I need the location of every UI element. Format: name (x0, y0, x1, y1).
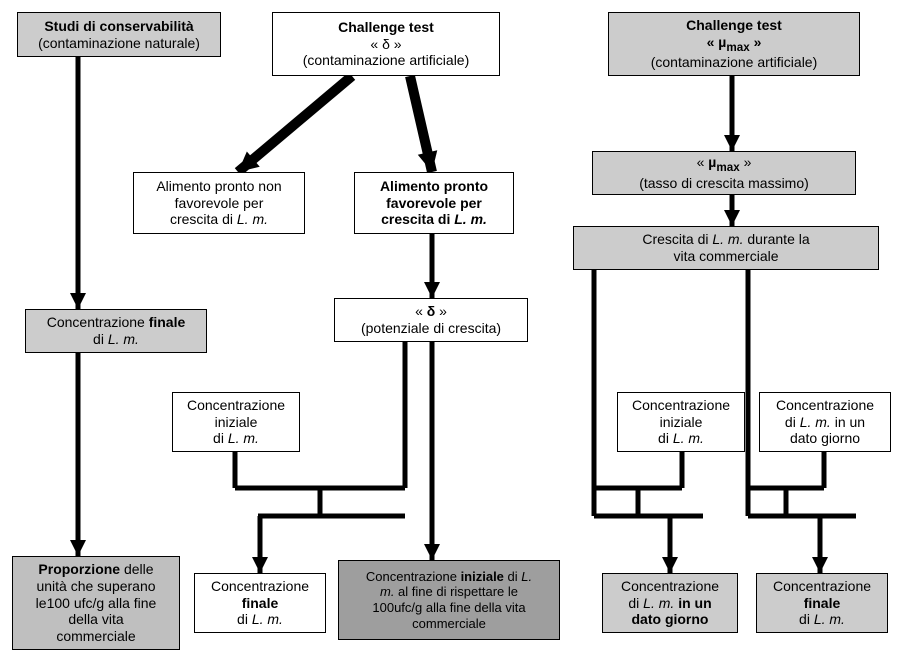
box-delta_pot-l2: (potenziale di crescita) (361, 320, 501, 337)
box-alim_fav-l2: favorevole per (386, 195, 482, 212)
box-conc_fin_lm-l1: Concentrazione finale (47, 314, 186, 331)
box-conc_dato2-l1: Concentrazione (621, 578, 719, 595)
box-conc_iniz2: Concentrazioneinizialedi L. m. (617, 392, 745, 452)
box-proporzione-l1: Proporzione delle (38, 561, 153, 578)
box-conc_finale3-l2: finale (804, 595, 841, 612)
box-proporzione: Proporzione delleunità che superanole100… (12, 556, 180, 650)
box-conc_finale2-l3: di L. m. (237, 611, 283, 628)
box-conc_fin_lm: Concentrazione finaledi L. m. (25, 309, 207, 353)
box-chal_mumax-l1: Challenge test (686, 17, 782, 34)
box-conc_dato-l2: di L. m. in un (785, 414, 865, 431)
box-chal_delta-l1: Challenge test (338, 19, 434, 36)
box-chal_delta: Challenge test« δ »(contaminazione artif… (272, 12, 500, 76)
box-conc_finale3-l1: Concentrazione (773, 578, 871, 595)
box-conc_dato-l1: Concentrazione (776, 397, 874, 414)
box-conc_iniz2-l3: di L. m. (658, 430, 704, 447)
box-conc_dato-l3: dato giorno (790, 430, 860, 447)
box-conc_iniz1-l1: Concentrazione (187, 397, 285, 414)
box-conc_iniz_big-l4: commerciale (412, 616, 486, 632)
box-conc_iniz_big-l3: 100ufc/g alla fine della vita (372, 600, 525, 616)
box-conc_finale2-l1: Concentrazione (211, 578, 309, 595)
box-conc_dato2-l2: di L. m. in un (628, 595, 711, 612)
box-chal_mumax-l3: (contaminazione artificiale) (651, 54, 818, 71)
box-conc_fin_lm-l2: di L. m. (93, 331, 139, 348)
box-studi: Studi di conservabilità(contaminazione n… (17, 12, 221, 57)
box-alim_fav: Alimento prontofavorevole percrescita di… (354, 172, 514, 234)
box-conc_finale3-l3: di L. m. (799, 611, 845, 628)
box-conc_finale3: Concentrazionefinaledi L. m. (756, 573, 888, 633)
box-chal_delta-l3: (contaminazione artificiale) (303, 52, 470, 69)
box-conc_iniz_big-l1: Concentrazione iniziale di L. (366, 569, 532, 585)
box-mumax_rate-l1: « µmax » (697, 154, 752, 175)
box-alim_non: Alimento pronto nonfavorevole percrescit… (133, 172, 305, 234)
box-conc_iniz1: Concentrazioneinizialedi L. m. (172, 392, 300, 452)
box-proporzione-l2: unità che superano (36, 578, 155, 595)
box-studi-l1: Studi di conservabilità (44, 18, 193, 35)
box-alim_non-l3: crescita di L. m. (170, 211, 268, 228)
box-proporzione-l4: della vita (68, 611, 123, 628)
box-studi-l2: (contaminazione naturale) (38, 35, 200, 52)
box-alim_non-l2: favorevole per (175, 195, 264, 212)
box-conc_dato2: Concentrazionedi L. m. in undato giorno (602, 573, 738, 633)
box-conc_iniz_big-l2: m. al fine di rispettare le (380, 584, 518, 600)
box-mumax_rate-l2: (tasso di crescita massimo) (639, 175, 809, 192)
flowchart-stage: Studi di conservabilità(contaminazione n… (0, 0, 909, 671)
box-conc_iniz2-l2: iniziale (660, 414, 703, 431)
box-proporzione-l5: commerciale (56, 628, 135, 645)
box-conc_finale2: Concentrazionefinaledi L. m. (194, 573, 326, 633)
box-mumax_rate: « µmax »(tasso di crescita massimo) (592, 151, 856, 195)
box-chal_delta-l2: « δ » (370, 36, 401, 53)
box-conc_finale2-l2: finale (242, 595, 279, 612)
box-conc_iniz1-l2: iniziale (215, 414, 258, 431)
box-chal_mumax-l2: « µmax » (707, 34, 762, 55)
box-chal_mumax: Challenge test« µmax »(contaminazione ar… (608, 12, 860, 76)
box-conc_iniz2-l1: Concentrazione (632, 397, 730, 414)
box-delta_pot-l1: « δ » (415, 303, 447, 320)
box-conc_iniz_big: Concentrazione iniziale di L.m. al fine … (338, 560, 560, 640)
box-alim_fav-l1: Alimento pronto (380, 178, 488, 195)
box-delta_pot: « δ »(potenziale di crescita) (334, 298, 528, 342)
box-alim_non-l1: Alimento pronto non (156, 178, 281, 195)
box-conc_dato2-l3: dato giorno (632, 611, 709, 628)
box-conc_dato: Concentrazionedi L. m. in undato giorno (759, 392, 891, 452)
box-crescita-l1: Crescita di L. m. durante la (642, 231, 809, 248)
box-proporzione-l3: le100 ufc/g alla fine (36, 595, 157, 612)
box-crescita-l2: vita commerciale (673, 248, 778, 265)
box-crescita: Crescita di L. m. durante lavita commerc… (573, 226, 879, 270)
box-conc_iniz1-l3: di L. m. (213, 430, 259, 447)
box-alim_fav-l3: crescita di L. m. (381, 211, 487, 228)
